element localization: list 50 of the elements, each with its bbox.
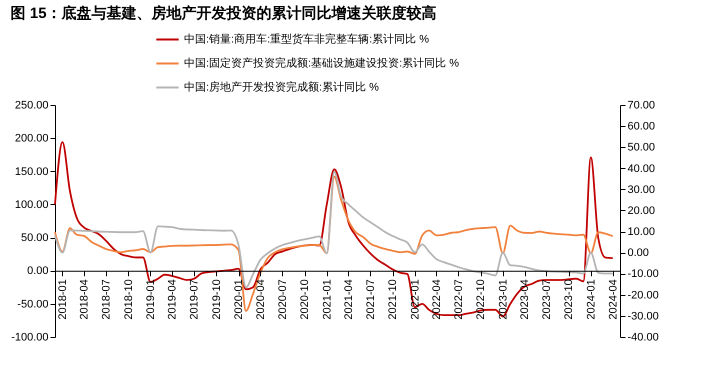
x-tick-label: 2019-01 [144,279,157,320]
x-tick-label: 2018-04 [78,279,91,320]
x-tick-label: 2019-07 [188,279,201,320]
legend-label: 中国:房地产开发投资完成额:累计同比 % [184,80,380,94]
legend-label: 中国:销量:商用车:重型货车非完整车辆:累计同比 % [184,32,430,46]
x-tick-label: 2020-04 [254,279,267,320]
x-tick-label: 2020-07 [276,279,289,320]
y-tick-label: 0.00 [27,265,48,278]
y2-tick-label: -40.00 [628,332,659,344]
y-tick-label: -100.00 [11,332,48,344]
x-tick-label: 2021-07 [364,279,377,320]
y-tick-label: 150.00 [14,166,48,178]
y2-tick-label: 20.00 [628,204,656,217]
x-tick-label: 2022-04 [430,279,443,320]
x-tick-label: 2018-07 [100,279,113,320]
y2-tick-label: 60.00 [628,120,656,133]
y2-tick-label: -20.00 [628,289,659,302]
x-tick-label: 2019-10 [210,279,223,320]
y2-tick-label: 10.00 [628,226,656,238]
x-tick-label: 2023-04 [519,279,532,320]
y2-tick-label: 0.00 [628,247,649,260]
x-tick-label: 2021-04 [342,279,355,320]
y2-tick-label: 30.00 [628,184,656,196]
x-tick-label: 2021-10 [387,279,400,320]
legend-label: 中国:固定资产投资完成额:基础设施建设投资:累计同比 % [184,56,460,70]
x-tick-label: 2023-07 [540,279,553,320]
y-tick-label: -50.00 [17,298,48,310]
x-tick-label: 2022-01 [409,279,422,320]
chart-title: 图 15：底盘与基建、房地产开发投资的累计同比增速关联度较高 [10,4,437,22]
y-tick-label: 200.00 [14,132,48,145]
x-tick-label: 2024-01 [585,279,598,320]
x-tick-label: 2019-04 [166,279,179,320]
y-tick-label: 50.00 [20,232,48,244]
x-tick-label: 2022-07 [452,279,465,320]
y-tick-label: 100.00 [14,198,48,211]
x-tick-label: 2022-10 [475,279,488,320]
x-tick-label: 2018-10 [122,279,135,320]
y2-tick-label: 40.00 [628,162,656,175]
x-tick-label: 2018-01 [56,279,69,320]
x-tick-label: 2020-10 [299,279,312,320]
x-tick-label: 2023-10 [563,279,576,320]
x-tick-label: 2020-01 [233,279,246,320]
x-tick-label: 2024-04 [607,279,620,320]
y2-tick-label: -30.00 [628,310,659,322]
y2-tick-label: 70.00 [628,100,656,112]
y2-tick-label: -10.00 [628,268,659,280]
x-tick-label: 2023-01 [497,279,510,320]
y2-tick-label: 50.00 [628,142,656,154]
y-tick-label: 250.00 [14,100,48,112]
x-tick-label: 2021-01 [321,279,334,320]
